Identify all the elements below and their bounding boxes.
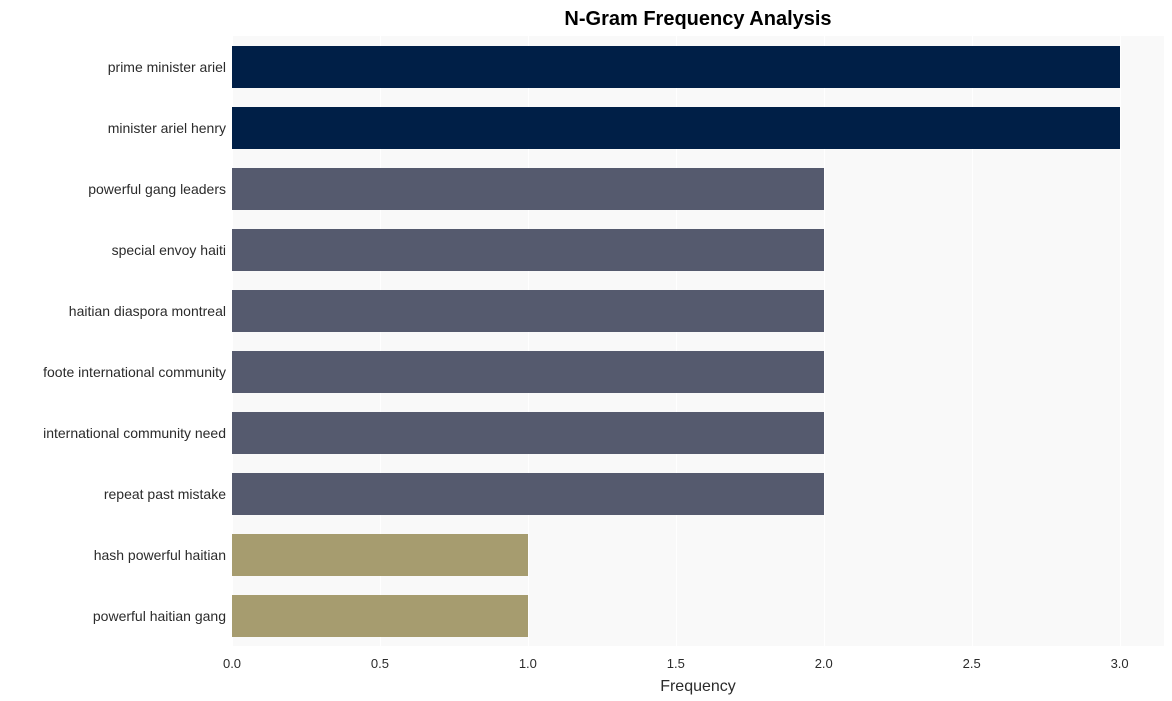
bar — [232, 595, 528, 637]
x-tick-label: 1.0 — [519, 656, 537, 671]
bar — [232, 168, 824, 210]
bar — [232, 412, 824, 454]
grid-line — [1120, 36, 1121, 646]
x-tick-label: 2.0 — [815, 656, 833, 671]
y-tick-label: minister ariel henry — [108, 120, 226, 136]
x-axis-label: Frequency — [232, 678, 1164, 696]
x-tick-label: 0.0 — [223, 656, 241, 671]
y-tick-label: powerful gang leaders — [88, 181, 226, 197]
y-tick-label: hash powerful haitian — [94, 547, 226, 563]
y-tick-label: repeat past mistake — [104, 486, 226, 502]
y-tick-label: haitian diaspora montreal — [69, 303, 226, 319]
ngram-bar-chart: N-Gram Frequency Analysis Frequency 0.0 0… — [0, 0, 1172, 701]
bar — [232, 534, 528, 576]
x-tick-label: 0.5 — [371, 656, 389, 671]
bar — [232, 46, 1120, 88]
y-tick-label: powerful haitian gang — [93, 608, 226, 624]
bar — [232, 473, 824, 515]
x-tick-label: 2.5 — [963, 656, 981, 671]
plot-area — [232, 36, 1164, 646]
chart-title: N-Gram Frequency Analysis — [232, 8, 1164, 31]
bar — [232, 351, 824, 393]
bar — [232, 107, 1120, 149]
x-tick-label: 1.5 — [667, 656, 685, 671]
bar — [232, 229, 824, 271]
y-tick-label: foote international community — [43, 364, 226, 380]
y-tick-label: international community need — [43, 425, 226, 441]
x-tick-label: 3.0 — [1111, 656, 1129, 671]
bar — [232, 290, 824, 332]
y-tick-label: special envoy haiti — [112, 242, 226, 258]
y-tick-label: prime minister ariel — [108, 59, 226, 75]
